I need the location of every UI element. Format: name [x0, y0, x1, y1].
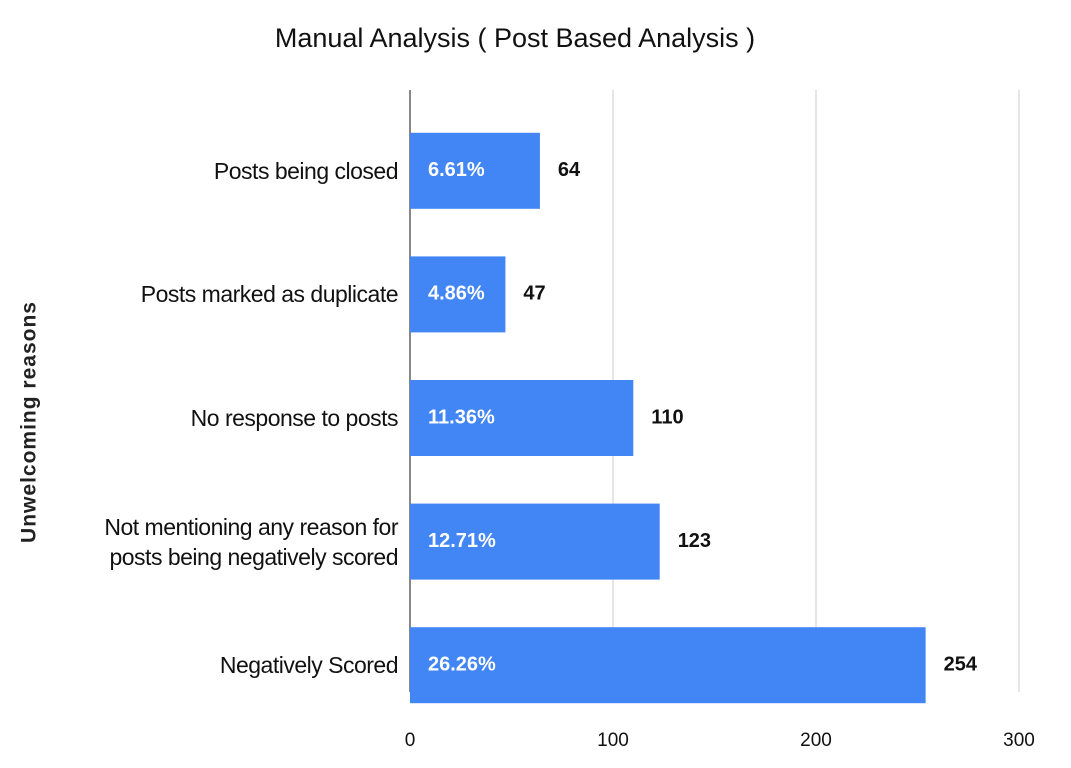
bar-share-label: 11.36%	[428, 406, 495, 428]
bar	[410, 132, 540, 209]
x-tick-label: 300	[1003, 730, 1035, 751]
bar-value-label: 254	[944, 653, 978, 675]
y-axis-label: Unwelcoming reasons	[18, 301, 41, 543]
bar	[410, 256, 506, 333]
y-tick-label: Posts being closed	[213, 157, 399, 184]
bar-share-label: 12.71%	[428, 530, 496, 552]
y-tick-label: Not mentioning any reason for posts bein…	[104, 513, 398, 570]
bar	[410, 627, 926, 704]
bar-value-label: 47	[523, 283, 545, 305]
bar-value-label: 64	[558, 159, 581, 181]
bar-share-label: 26.26%	[428, 653, 496, 675]
bar	[410, 503, 660, 580]
x-tick-label: 100	[597, 730, 629, 751]
bar	[410, 380, 634, 456]
chart-title: Manual Analysis ( Post Based Analysis )	[275, 23, 755, 53]
bar-value-label: 110	[651, 406, 683, 428]
y-tick-label: Negatively Scored	[219, 652, 399, 679]
bar-share-label: 4.86%	[428, 283, 485, 305]
y-tick-label: No response to posts	[190, 405, 399, 431]
y-tick-label: Posts marked as duplicate	[140, 281, 399, 308]
x-tick-label: 0	[405, 730, 416, 751]
bar-value-label: 123	[678, 530, 711, 552]
bar-share-label: 6.61%	[428, 159, 485, 181]
x-tick-label: 200	[800, 730, 832, 751]
